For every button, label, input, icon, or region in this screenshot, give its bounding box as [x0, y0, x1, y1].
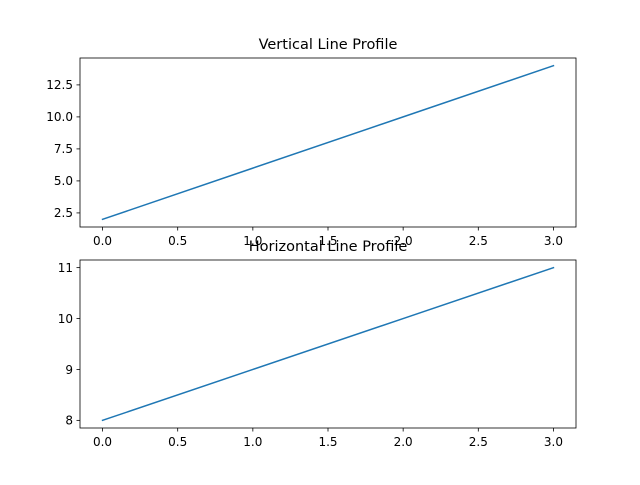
x-tick-label: 0.5: [168, 234, 187, 248]
chart-title: Vertical Line Profile: [259, 37, 398, 53]
x-tick-label: 2.5: [469, 234, 488, 248]
x-tick-label: 1.0: [243, 435, 262, 449]
x-tick-label: 3.0: [544, 435, 563, 449]
subplot-bottom: 0.0 0.5 1.0 1.5 2.0 2.5 3.0 8 9 10 11 Horizontal Li…: [58, 239, 577, 449]
series-line: [101, 266, 555, 422]
y-tick-label: 11: [58, 261, 73, 275]
x-tick-label: 2.0: [394, 435, 413, 449]
y-tick-label: 10.0: [46, 110, 73, 124]
x-tick-label: 1.5: [318, 435, 337, 449]
y-tick-label: 2.5: [54, 206, 73, 220]
y-tick-label: 12.5: [46, 78, 73, 92]
x-tick-label: 2.0: [394, 234, 413, 248]
x-tick-label: 0.0: [93, 435, 112, 449]
chart-title: Horizontal Line Profile: [249, 239, 408, 255]
x-tick-label: 3.0: [544, 234, 563, 248]
x-tick-label: 0.0: [93, 234, 112, 248]
y-tick-label: 10: [58, 312, 73, 326]
x-tick-label: 1.5: [318, 234, 337, 248]
x-tick-label: 0.5: [168, 435, 187, 449]
y-tick-label: 7.5: [54, 142, 73, 156]
y-tick-label: 9: [65, 363, 73, 377]
x-tick-label: 2.5: [469, 435, 488, 449]
series-line: [101, 64, 555, 221]
x-tick-label: 1.0: [243, 234, 262, 248]
subplot-top: 0.0 0.5 1.0 1.5 2.0 2.5 3.0 2.5 5.0 7.5 10.0 12.5 Ve…: [46, 37, 577, 248]
y-tick-label: 5.0: [54, 174, 73, 188]
y-tick-label: 8: [65, 414, 73, 428]
